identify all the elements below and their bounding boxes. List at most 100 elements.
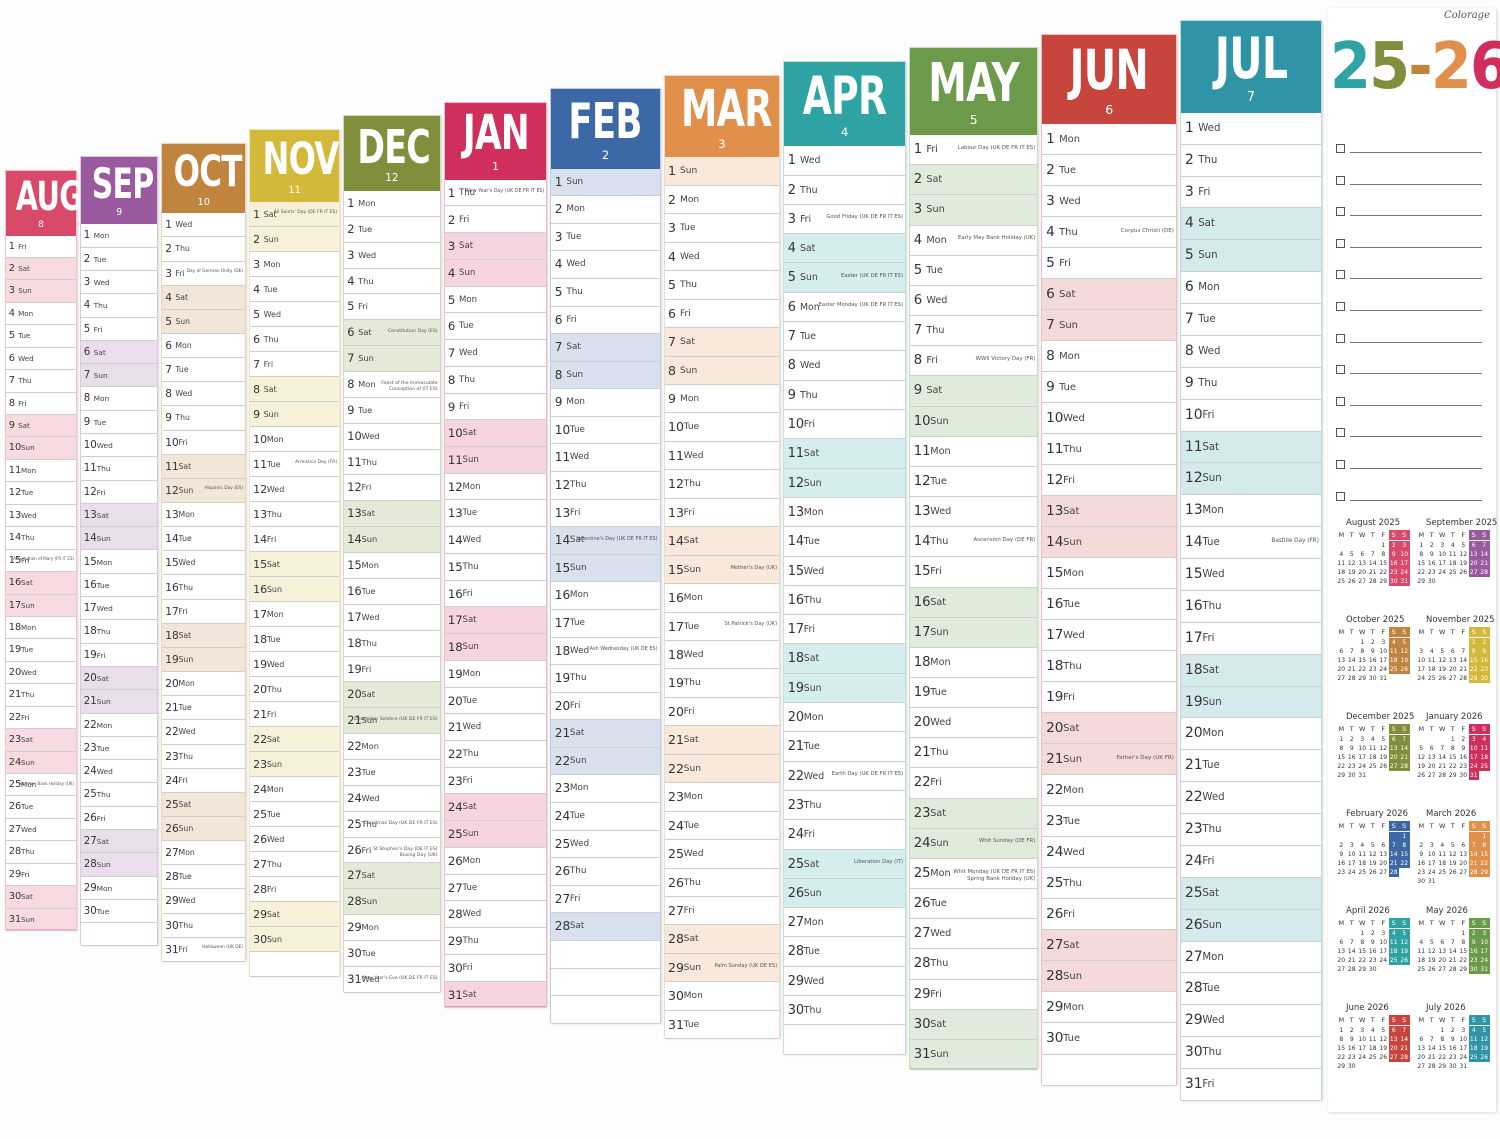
day-number: 26: [554, 864, 571, 879]
mini-weekday: F: [1461, 1016, 1466, 1024]
day-row: 28 Sun: [1042, 961, 1176, 993]
weekday: Sun: [462, 642, 479, 653]
day-row: 14 Tue Bastille Day (FR): [1181, 527, 1321, 560]
weekday: Thu: [1063, 444, 1082, 456]
mini-weekday: S: [1479, 530, 1490, 540]
mini-day: 31: [1427, 878, 1436, 885]
day-row: 14 Fri: [250, 527, 340, 553]
weekday: Mon: [930, 445, 951, 457]
day-number: 21: [554, 726, 571, 741]
mini-day: 21: [1468, 859, 1479, 868]
day-row: 24 Wed: [344, 785, 440, 812]
day-number: 12: [1046, 472, 1064, 489]
weekday: Fri: [21, 712, 30, 722]
month-name: FEB: [568, 91, 643, 150]
weekday: Wed: [178, 727, 196, 737]
weekday: Tue: [683, 621, 700, 632]
day-row: 1 Wed: [162, 213, 246, 238]
mini-day: 26: [1379, 1054, 1388, 1061]
mini-weekday: M: [1418, 919, 1425, 927]
day-row: 24 Fri: [1181, 845, 1321, 878]
month-name: SEP: [91, 159, 155, 209]
mini-day: 11: [1417, 948, 1426, 955]
day-number: 9: [347, 402, 355, 417]
mini-weekday: T: [1429, 628, 1434, 636]
mini-day: 1: [1360, 639, 1365, 646]
mini-day: [1427, 929, 1438, 938]
day-row: 22 Sat: [250, 727, 340, 753]
day-number: 7: [668, 334, 676, 350]
weekday: Sat: [1063, 506, 1080, 518]
day-number: 21: [447, 720, 463, 735]
day-number: 16: [1184, 597, 1203, 614]
day-row: 6 Sat Constitution Day (ES): [344, 320, 440, 347]
day-number: 19: [447, 666, 463, 681]
weekday: Sat: [799, 243, 816, 255]
day-number: 26: [668, 874, 684, 890]
day-number: 27: [253, 858, 268, 872]
day-number: 26: [8, 801, 22, 813]
day-row: 14 Thu: [6, 527, 76, 550]
day-number: 24: [447, 800, 463, 815]
day-number: 25: [8, 778, 22, 790]
day-number: 15: [165, 556, 179, 570]
mini-day: 26: [1368, 869, 1377, 876]
mini-day: 23: [1388, 568, 1399, 577]
weekday: Thu: [799, 389, 818, 401]
weekday: Sat: [930, 596, 947, 608]
day-number: 5: [787, 270, 796, 286]
day-number: 27: [83, 834, 97, 847]
day-number: 23: [1184, 821, 1203, 838]
day-number: 14: [1184, 534, 1203, 551]
holiday-note: Ascension Day (DE FR): [973, 536, 1036, 543]
day-number: 14: [447, 533, 463, 548]
day-number: 10: [83, 439, 97, 452]
day-row: 4 Tue: [250, 277, 340, 303]
mini-day: 4: [1419, 939, 1424, 946]
weekday: Fri: [1059, 258, 1071, 270]
mini-day: 19: [1427, 957, 1436, 964]
day-number: 30: [1184, 1044, 1203, 1061]
day-row: 19 Sun: [784, 673, 906, 703]
mini-weekday: T: [1450, 725, 1455, 733]
mini-weekday: W: [1359, 919, 1366, 927]
weekday: Sat: [683, 934, 699, 945]
mini-weekday: S: [1468, 918, 1479, 928]
day-row: 16 Mon: [664, 584, 780, 613]
month-column: JUL 7 1 Wed 2 Thu 3 Fri 4 Sat 5 Sun 6 Mon 7 Tue 8 Wed 9 Thu…: [1180, 20, 1322, 1101]
day-number: 27: [165, 846, 179, 860]
day-row: 22 Mon: [344, 734, 440, 760]
mini-day: 19: [1368, 860, 1377, 867]
day-number: 18: [1184, 661, 1203, 678]
day-number: 4: [253, 283, 261, 297]
weekday: Mon: [1063, 1002, 1085, 1014]
day-number: 23: [347, 765, 362, 779]
mini-day: 25: [1388, 665, 1399, 674]
day-row: 23 Thu: [162, 744, 246, 769]
day-number: 11: [83, 462, 97, 475]
mini-day: 4: [1468, 1026, 1479, 1035]
day-number: 3: [554, 229, 563, 244]
day-number: 4: [554, 257, 563, 272]
day-number: 10: [668, 419, 684, 435]
mini-day: 10: [1468, 744, 1479, 753]
mini-day: [1336, 832, 1347, 841]
day-row: 6 Sat: [1042, 279, 1176, 311]
day-number: 18: [913, 654, 931, 670]
mini-day: 23: [1468, 956, 1479, 965]
mini-weekday: T: [1429, 725, 1434, 733]
day-row: 30 Thu: [1181, 1037, 1321, 1070]
mini-day: 30: [1368, 966, 1377, 973]
mini-day: 23: [1347, 1054, 1356, 1061]
day-number: 16: [165, 580, 179, 594]
day-row: 27 Sat: [344, 863, 440, 890]
month-header: MAR 3: [664, 75, 780, 158]
day-row: 16 Sat: [910, 587, 1038, 618]
day-number: 27: [554, 891, 571, 906]
mini-weekday: T: [1450, 822, 1455, 830]
weekday: Wed: [930, 928, 952, 940]
day-number: 21: [8, 689, 22, 701]
mini-day: 15: [1337, 754, 1346, 761]
day-row: [551, 996, 660, 1024]
mini-weekday: S: [1399, 627, 1410, 637]
